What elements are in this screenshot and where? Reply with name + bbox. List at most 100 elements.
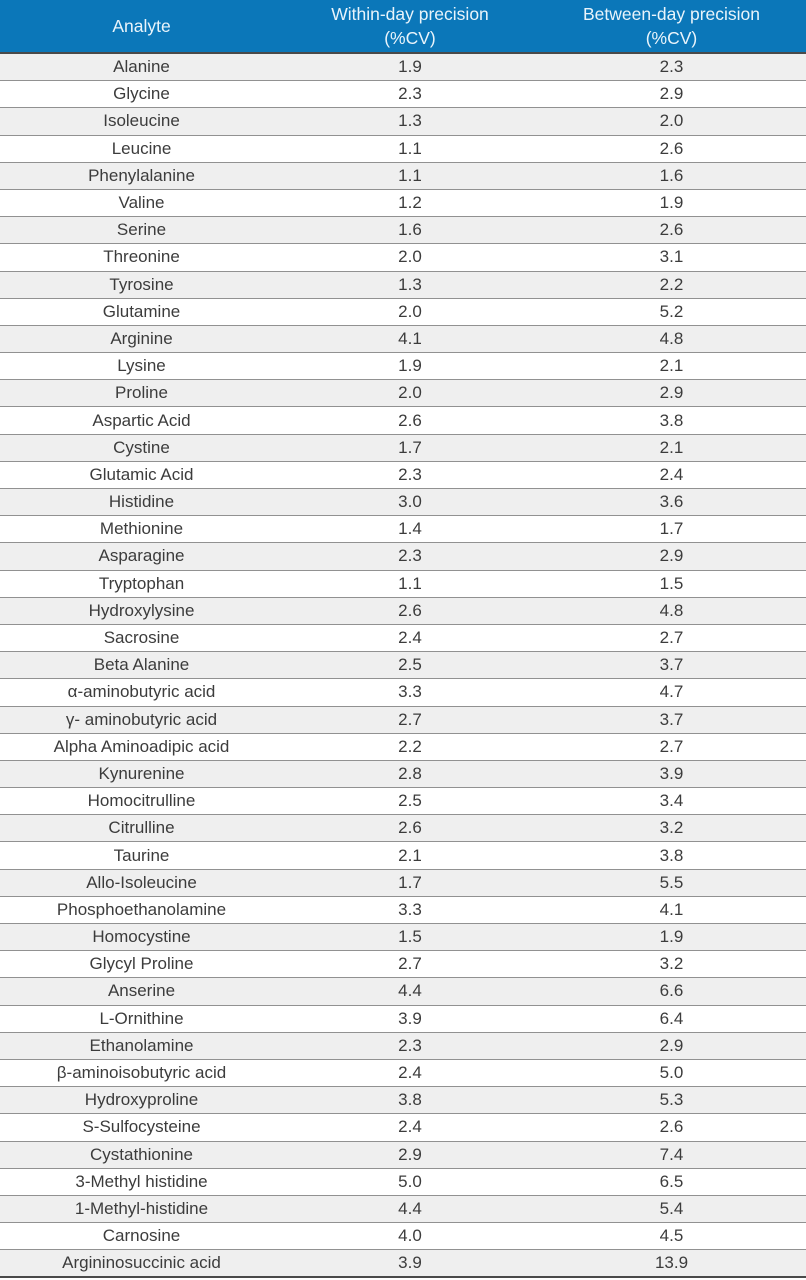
table-row: Sacrosine 2.4 2.7 bbox=[0, 624, 806, 653]
analyte-cell: Citrulline bbox=[0, 814, 283, 843]
table-row: Phenylalanine 1.1 1.6 bbox=[0, 162, 806, 190]
between-day-cell: 5.2 bbox=[537, 298, 806, 326]
table-row: Alpha Aminoadipic acid 2.2 2.7 bbox=[0, 733, 806, 761]
table-row: L-Ornithine 3.9 6.4 bbox=[0, 1005, 806, 1033]
table-row: Lysine 1.9 2.1 bbox=[0, 352, 806, 381]
within-day-cell: 2.3 bbox=[283, 461, 537, 490]
analyte-cell: Hydroxyproline bbox=[0, 1086, 283, 1115]
table-row: β-aminoisobutyric acid 2.4 5.0 bbox=[0, 1059, 806, 1088]
within-day-cell: 1.9 bbox=[283, 352, 537, 381]
between-day-cell: 2.9 bbox=[537, 80, 806, 109]
within-day-cell: 2.3 bbox=[283, 542, 537, 571]
table-header: Analyte Within-day precision (%CV) Betwe… bbox=[0, 0, 806, 54]
analyte-cell: Leucine bbox=[0, 135, 283, 163]
analyte-cell: 1-Methyl-histidine bbox=[0, 1195, 283, 1224]
analyte-cell: Glycyl Proline bbox=[0, 950, 283, 979]
analyte-cell: Cystathionine bbox=[0, 1141, 283, 1169]
header-within-day-label: Within-day precision bbox=[331, 3, 489, 24]
between-day-cell: 1.9 bbox=[537, 923, 806, 952]
within-day-cell: 3.8 bbox=[283, 1086, 537, 1115]
table-row: S-Sulfocysteine 2.4 2.6 bbox=[0, 1113, 806, 1142]
analyte-cell: Glutamine bbox=[0, 298, 283, 326]
within-day-cell: 1.1 bbox=[283, 570, 537, 598]
analyte-cell: Homocystine bbox=[0, 923, 283, 952]
table-row: Glycyl Proline 2.7 3.2 bbox=[0, 950, 806, 979]
between-day-cell: 1.5 bbox=[537, 570, 806, 598]
within-day-cell: 2.4 bbox=[283, 1059, 537, 1088]
between-day-cell: 2.9 bbox=[537, 1032, 806, 1060]
within-day-cell: 2.0 bbox=[283, 379, 537, 408]
table-row: Cystathionine 2.9 7.4 bbox=[0, 1141, 806, 1169]
table-row: Homocitrulline 2.5 3.4 bbox=[0, 787, 806, 816]
analyte-cell: Tyrosine bbox=[0, 271, 283, 299]
between-day-cell: 5.5 bbox=[537, 869, 806, 897]
between-day-cell: 3.8 bbox=[537, 841, 806, 870]
within-day-cell: 5.0 bbox=[283, 1168, 537, 1196]
table-row: Glutamic Acid 2.3 2.4 bbox=[0, 461, 806, 490]
header-between-day-unit: (%CV) bbox=[645, 28, 698, 48]
between-day-cell: 4.7 bbox=[537, 678, 806, 707]
table-row: 1-Methyl-histidine 4.4 5.4 bbox=[0, 1195, 806, 1224]
within-day-cell: 2.6 bbox=[283, 814, 537, 843]
analyte-cell: Kynurenine bbox=[0, 760, 283, 789]
within-day-cell: 2.6 bbox=[283, 406, 537, 435]
analyte-cell: Taurine bbox=[0, 841, 283, 870]
analyte-cell: Alpha Aminoadipic acid bbox=[0, 733, 283, 761]
between-day-cell: 2.9 bbox=[537, 379, 806, 408]
between-day-cell: 5.0 bbox=[537, 1059, 806, 1088]
within-day-cell: 2.2 bbox=[283, 733, 537, 761]
analyte-cell: Serine bbox=[0, 216, 283, 245]
within-day-cell: 2.3 bbox=[283, 80, 537, 109]
between-day-cell: 2.7 bbox=[537, 733, 806, 761]
table-row: Citrulline 2.6 3.2 bbox=[0, 814, 806, 843]
analyte-cell: β-aminoisobutyric acid bbox=[0, 1059, 283, 1088]
within-day-cell: 3.9 bbox=[283, 1249, 537, 1279]
table-row: Phosphoethanolamine 3.3 4.1 bbox=[0, 896, 806, 925]
header-between-day: Between-day precision (%CV) bbox=[537, 0, 806, 54]
analyte-cell: L-Ornithine bbox=[0, 1005, 283, 1033]
within-day-cell: 3.0 bbox=[283, 488, 537, 517]
table-row: Anserine 4.4 6.6 bbox=[0, 977, 806, 1006]
table-row: Isoleucine 1.3 2.0 bbox=[0, 107, 806, 136]
between-day-cell: 6.4 bbox=[537, 1005, 806, 1033]
analyte-cell: Glycine bbox=[0, 80, 283, 109]
within-day-cell: 1.1 bbox=[283, 135, 537, 163]
table-row: Ethanolamine 2.3 2.9 bbox=[0, 1032, 806, 1060]
between-day-cell: 3.4 bbox=[537, 787, 806, 816]
header-row: Analyte Within-day precision (%CV) Betwe… bbox=[0, 0, 806, 54]
within-day-cell: 1.6 bbox=[283, 216, 537, 245]
table-row: γ- aminobutyric acid 2.7 3.7 bbox=[0, 706, 806, 734]
analyte-cell: Methionine bbox=[0, 515, 283, 544]
analyte-cell: S-Sulfocysteine bbox=[0, 1113, 283, 1142]
within-day-cell: 2.0 bbox=[283, 243, 537, 272]
table-row: Aspartic Acid 2.6 3.8 bbox=[0, 406, 806, 435]
within-day-cell: 1.2 bbox=[283, 189, 537, 218]
table-row: α-aminobutyric acid 3.3 4.7 bbox=[0, 678, 806, 707]
table-row: Glycine 2.3 2.9 bbox=[0, 80, 806, 109]
table-row: Hydroxyproline 3.8 5.3 bbox=[0, 1086, 806, 1115]
table-row: Taurine 2.1 3.8 bbox=[0, 841, 806, 870]
between-day-cell: 13.9 bbox=[537, 1249, 806, 1279]
within-day-cell: 1.7 bbox=[283, 434, 537, 462]
within-day-cell: 2.6 bbox=[283, 597, 537, 625]
table-row: Histidine 3.0 3.6 bbox=[0, 488, 806, 517]
table-row: Cystine 1.7 2.1 bbox=[0, 434, 806, 462]
within-day-cell: 2.9 bbox=[283, 1141, 537, 1169]
between-day-cell: 3.1 bbox=[537, 243, 806, 272]
table-row: Serine 1.6 2.6 bbox=[0, 216, 806, 245]
table-row: Tyrosine 1.3 2.2 bbox=[0, 271, 806, 299]
within-day-cell: 4.1 bbox=[283, 325, 537, 354]
table-row: Beta Alanine 2.5 3.7 bbox=[0, 651, 806, 680]
analyte-cell: Alanine bbox=[0, 53, 283, 82]
analyte-cell: α-aminobutyric acid bbox=[0, 678, 283, 707]
between-day-cell: 1.9 bbox=[537, 189, 806, 218]
analyte-cell: Cystine bbox=[0, 434, 283, 462]
header-between-day-label: Between-day precision bbox=[582, 3, 761, 24]
analyte-cell: Threonine bbox=[0, 243, 283, 272]
table-row: Carnosine 4.0 4.5 bbox=[0, 1222, 806, 1251]
table-row: Hydroxylysine 2.6 4.8 bbox=[0, 597, 806, 625]
analyte-cell: Arginine bbox=[0, 325, 283, 354]
between-day-cell: 6.5 bbox=[537, 1168, 806, 1196]
table-body: Alanine 1.9 2.3 Glycine 2.3 2.9 Isoleucine 1.3 2… bbox=[0, 53, 806, 1279]
